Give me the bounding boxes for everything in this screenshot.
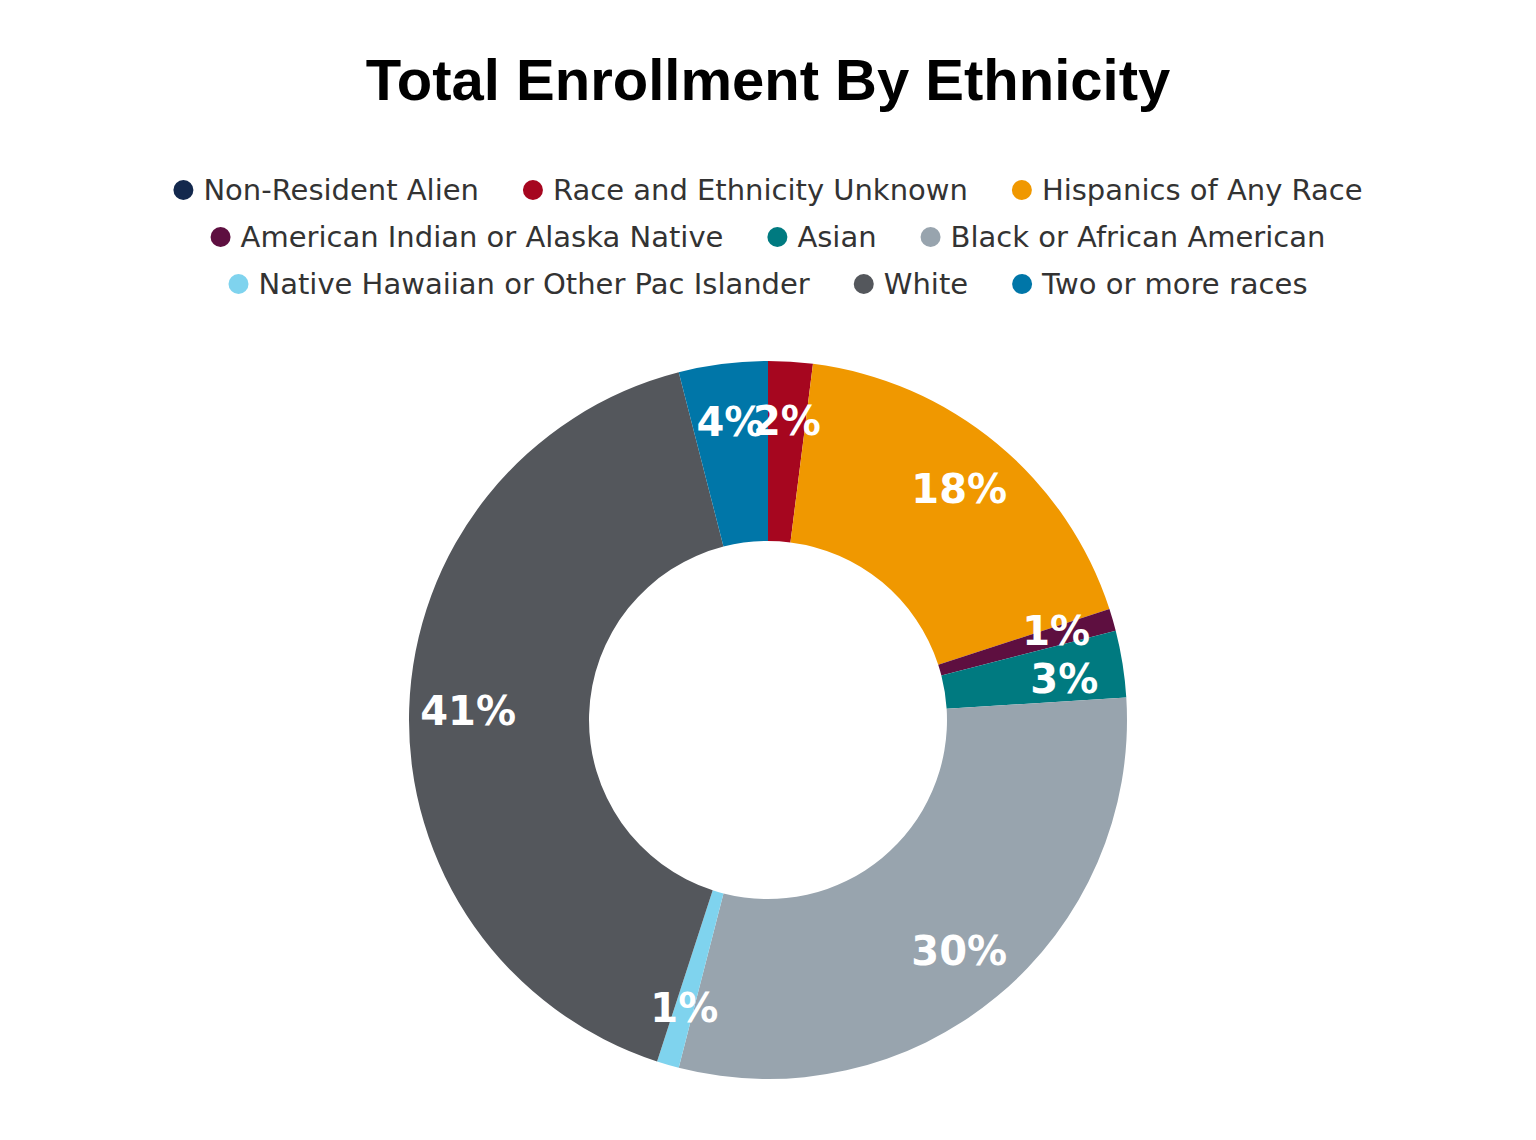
slice [679,361,768,547]
legend-label: Race and Ethnicity Unknown [553,173,968,207]
legend-label: Two or more races [1041,267,1307,301]
slice [409,372,723,1061]
legend-label: Black or African American [951,220,1326,254]
legend-swatch [767,227,787,247]
data-label: 30% [911,928,1007,974]
legend-item: White [854,267,968,301]
data-labels: 2%18%1%3%30%1%41%4% [420,398,1098,1031]
legend-label: American Indian or Alaska Native [241,220,724,254]
legend-swatch [1012,274,1032,294]
legend-label: Non-Resident Alien [203,173,479,207]
slice [679,697,1127,1079]
legend-item: Non-Resident Alien [173,173,479,207]
legend-item: Two or more races [1012,267,1307,301]
data-label: 1% [1022,608,1090,654]
legend-swatch [523,180,543,200]
data-label: 41% [420,688,516,734]
legend-item: Asian [767,220,876,254]
data-label: 3% [1030,656,1098,702]
legend-swatch [173,180,193,200]
slices [409,361,1127,1079]
legend-label: Hispanics of Any Race [1042,173,1363,207]
data-label: 1% [650,985,718,1031]
data-label: 18% [911,466,1007,512]
legend-item: Black or African American [921,220,1326,254]
legend-item: Race and Ethnicity Unknown [523,173,968,207]
legend: Non-Resident Alien Race and Ethnicity Unk… [173,173,1362,301]
legend-item: Native Hawaiian or Other Pac Islander [228,267,809,301]
legend-swatch [921,227,941,247]
legend-label: Native Hawaiian or Other Pac Islander [258,267,809,301]
legend-swatch [228,274,248,294]
legend-label: Asian [797,220,876,254]
legend-swatch [854,274,874,294]
legend-item: Hispanics of Any Race [1012,173,1363,207]
legend-label: White [884,267,968,301]
data-label: 4% [696,399,764,445]
legend-item: American Indian or Alaska Native [211,220,724,254]
title: Total Enrollment By Ethnicity [366,47,1171,112]
slice [790,364,1109,665]
chart: Total Enrollment By Ethnicity Non-Residen… [0,0,1536,1140]
legend-swatch [211,227,231,247]
legend-swatch [1012,180,1032,200]
